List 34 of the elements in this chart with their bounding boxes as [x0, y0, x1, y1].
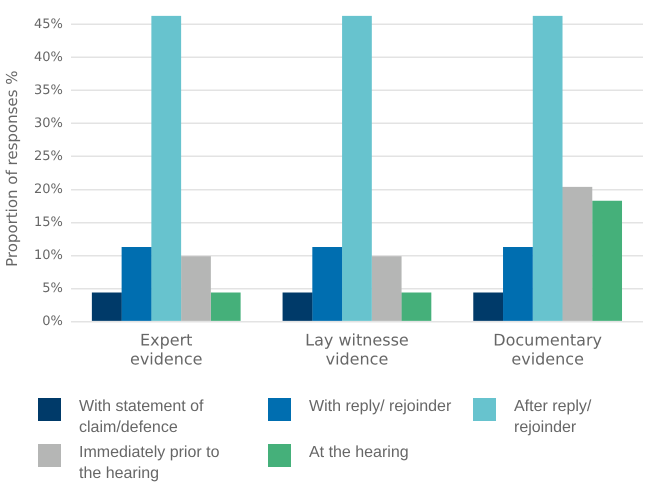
- legend-label: With reply/ rejoinder: [309, 397, 452, 417]
- x-tick-label: Lay witnesse vidence: [305, 330, 409, 369]
- x-tick-label: Documentary evidence: [493, 330, 602, 369]
- y-tick-label: 15%: [34, 214, 63, 230]
- bar: [402, 292, 432, 321]
- bar: [473, 292, 504, 321]
- y-tick-label: 5%: [42, 280, 63, 296]
- bar: [503, 246, 533, 321]
- y-tick-label: 35%: [34, 82, 63, 98]
- legend-label: Immediately prior to the hearing: [79, 443, 220, 484]
- bar: [592, 200, 622, 321]
- y-axis-title: Proportion of responses %: [2, 70, 21, 267]
- bar: [181, 256, 211, 321]
- legend-label: With statement of claim/defence: [79, 397, 204, 438]
- y-tick-label: 25%: [34, 148, 63, 164]
- bar: [122, 246, 152, 321]
- bar: [372, 256, 402, 321]
- bar: [92, 292, 122, 321]
- legend-label: At the hearing: [309, 443, 409, 463]
- bar: [532, 16, 563, 321]
- y-tick-label: 30%: [34, 116, 63, 131]
- bar: [342, 16, 372, 321]
- bar: [210, 292, 241, 321]
- x-tick-label: Expert evidence: [130, 330, 203, 369]
- y-tick-label: 0%: [42, 314, 63, 329]
- bar: [282, 292, 312, 321]
- bar: [312, 246, 342, 321]
- bar: [562, 186, 592, 321]
- y-tick-label: 20%: [34, 182, 63, 197]
- y-tick-label: 40%: [34, 50, 63, 65]
- y-tick-label: 45%: [34, 16, 63, 32]
- bar: [151, 16, 182, 321]
- legend-label: After reply/ rejoinder: [514, 397, 592, 438]
- y-tick-label: 10%: [34, 248, 63, 263]
